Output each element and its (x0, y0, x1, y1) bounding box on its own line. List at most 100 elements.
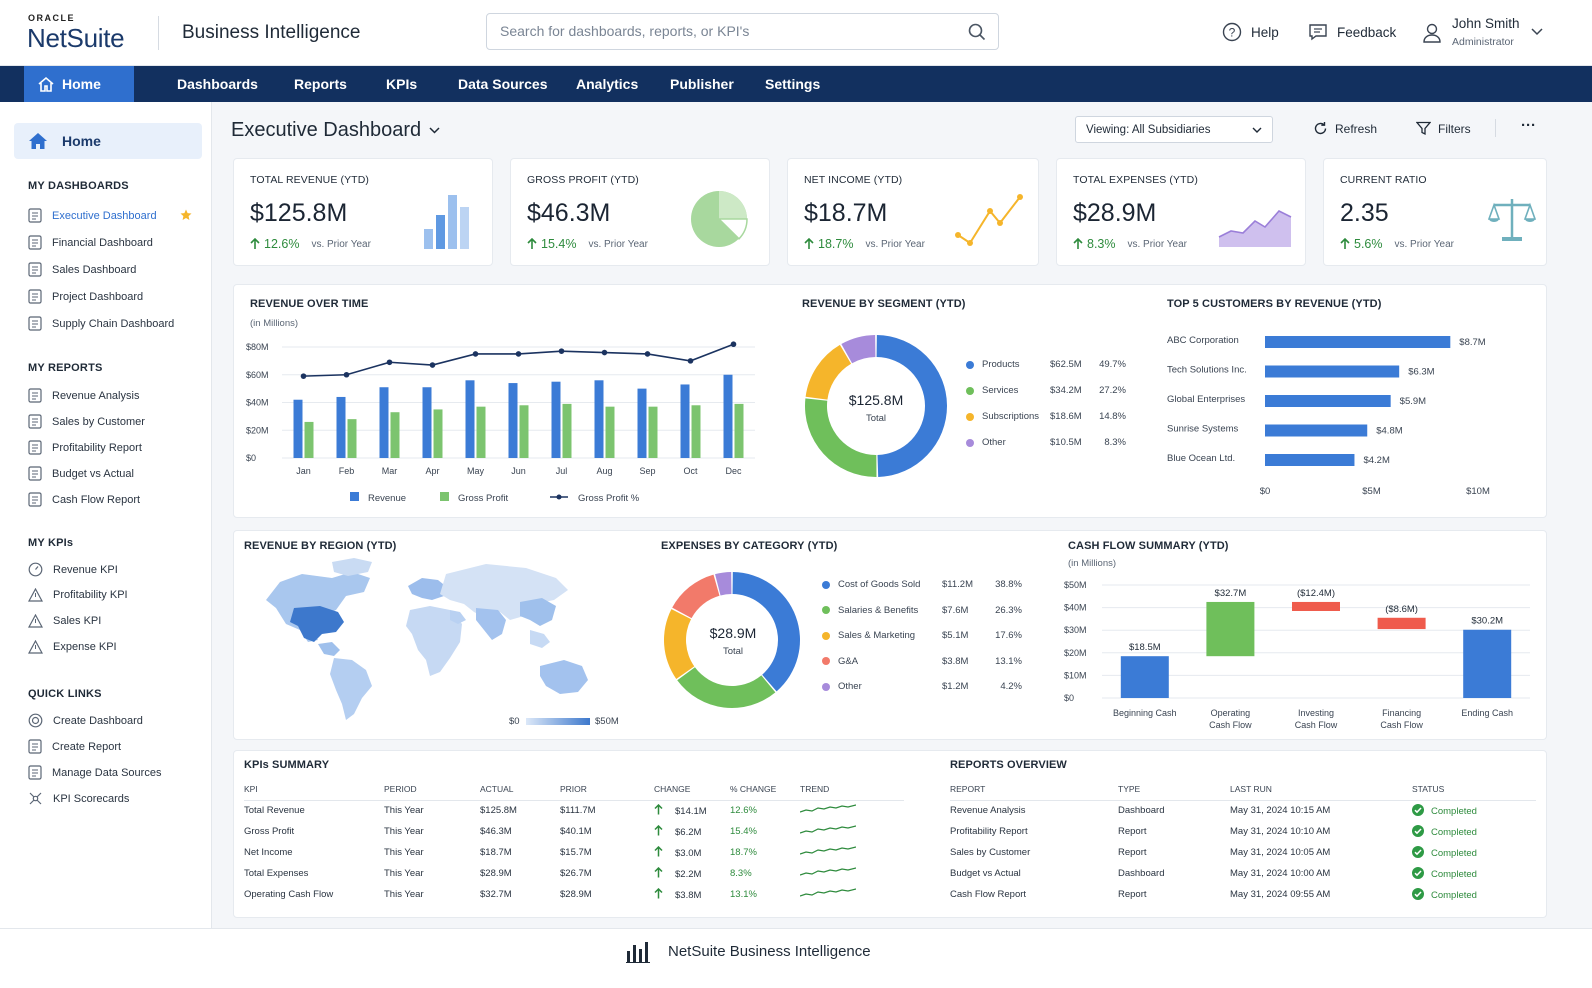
star-icon[interactable] (180, 209, 192, 221)
column-header[interactable]: % CHANGE (730, 778, 800, 801)
gross-profit-pct-point[interactable] (515, 351, 522, 357)
gross-profit-pct-point[interactable] (472, 351, 479, 357)
donut-slice[interactable] (715, 572, 732, 596)
donut-slice[interactable] (805, 344, 852, 400)
gross-profit-bar[interactable] (734, 403, 744, 458)
customer-bar[interactable] (1265, 365, 1400, 378)
table-row[interactable]: Net Income This Year $18.7M $15.7M $3.0M 18.7… (244, 842, 904, 863)
kpi-card-total-revenue[interactable]: TOTAL REVENUE (YTD) $125.8M 12.6% vs. Pri… (233, 158, 493, 266)
more-options-button[interactable]: ··· (1521, 117, 1536, 134)
column-header[interactable]: LAST RUN (1230, 778, 1412, 801)
gross-profit-pct-point[interactable] (687, 358, 694, 364)
gross-profit-bar[interactable] (476, 406, 486, 458)
revenue-bar[interactable] (508, 383, 518, 458)
column-header[interactable]: STATUS (1412, 778, 1536, 801)
legend-row[interactable]: G&A $3.8M 13.1% (822, 656, 1022, 667)
report-link[interactable]: Revenue Analysis (950, 805, 1026, 817)
sidebar-item-profitability-report[interactable]: Profitability Report (28, 440, 142, 455)
gross-profit-pct-point[interactable] (343, 371, 350, 378)
refresh-button[interactable]: Refresh (1313, 121, 1377, 136)
search-input[interactable] (500, 23, 940, 39)
revenue-bar[interactable] (723, 374, 733, 458)
subsidiary-select[interactable]: Viewing: All Subsidiaries (1075, 116, 1273, 143)
donut-slice[interactable] (841, 335, 876, 364)
nav-home[interactable]: Home (24, 66, 134, 102)
sidebar-item-create-dashboard[interactable]: Create Dashboard (28, 713, 143, 728)
revenue-bar[interactable] (336, 396, 346, 458)
table-row[interactable]: Cash Flow Report Report May 31, 2024 09:55… (950, 884, 1536, 905)
donut-slice[interactable] (672, 574, 720, 619)
kpi-card-net-income[interactable]: NET INCOME (YTD) $18.7M 18.7% vs. Prior Y… (787, 158, 1039, 266)
donut-slice[interactable] (876, 335, 948, 477)
donut-slice[interactable] (677, 667, 776, 708)
revenue-bar[interactable] (594, 380, 604, 458)
table-row[interactable]: Gross Profit This Year $46.3M $40.1M $6.2M 15… (244, 821, 904, 842)
waterfall-bar[interactable] (1292, 601, 1340, 611)
legend-row[interactable]: Subscriptions $18.6M 14.8% (966, 411, 1126, 422)
sidebar-item-revenue-analysis[interactable]: Revenue Analysis (28, 388, 139, 403)
sidebar-item-profitability-kpi[interactable]: Profitability KPI (28, 588, 128, 602)
revenue-bar[interactable] (379, 387, 389, 458)
revenue-bar[interactable] (293, 399, 303, 458)
gross-profit-bar[interactable] (304, 421, 314, 458)
customer-bar[interactable] (1265, 424, 1368, 437)
kpi-card-total-expenses[interactable]: TOTAL EXPENSES (YTD) $28.9M 8.3% vs. Prio… (1056, 158, 1306, 266)
report-link[interactable]: Profitability Report (950, 826, 1028, 837)
gross-profit-bar[interactable] (433, 409, 443, 458)
search-box[interactable] (486, 13, 999, 50)
legend-row[interactable]: Salaries & Benefits $7.6M 26.3% (822, 605, 1022, 616)
table-row[interactable]: Profitability Report Report May 31, 2024 1… (950, 821, 1536, 842)
sidebar-item-sales-kpi[interactable]: Sales KPI (28, 614, 101, 628)
kpi-card-gross-profit[interactable]: GROSS PROFIT (YTD) $46.3M 15.4% vs. Prior… (510, 158, 770, 266)
revenue-bar[interactable] (680, 384, 690, 458)
gross-profit-bar[interactable] (562, 403, 572, 458)
revenue-bar[interactable] (637, 388, 647, 458)
gross-profit-bar[interactable] (390, 412, 400, 458)
help-button[interactable]: ? Help (1222, 22, 1279, 42)
gross-profit-bar[interactable] (691, 405, 701, 458)
sidebar-item-manage-data-sources[interactable]: Manage Data Sources (28, 765, 161, 780)
report-link[interactable]: Sales by Customer (950, 847, 1031, 858)
donut-slice[interactable] (664, 609, 695, 679)
gross-profit-bar[interactable] (648, 406, 658, 458)
sidebar-item-sales-dashboard[interactable]: Sales Dashboard (28, 262, 136, 277)
revenue-bar[interactable] (551, 381, 561, 458)
column-header[interactable]: TYPE (1118, 778, 1230, 801)
page-title[interactable]: Executive Dashboard (231, 119, 440, 142)
search-icon[interactable] (968, 23, 986, 46)
table-row[interactable]: Operating Cash Flow This Year $32.7M $28.9M… (244, 884, 904, 905)
nav-data-sources[interactable]: Data Sources (458, 76, 548, 92)
gross-profit-pct-point[interactable] (429, 362, 436, 368)
gross-profit-pct-point[interactable] (644, 351, 651, 357)
nav-analytics[interactable]: Analytics (576, 76, 639, 92)
nav-settings[interactable]: Settings (765, 76, 821, 92)
donut-slice[interactable] (732, 572, 800, 692)
column-header[interactable]: TREND (800, 778, 904, 801)
waterfall-bar[interactable] (1206, 601, 1255, 657)
sidebar-item-kpi-scorecards[interactable]: KPI Scorecards (28, 791, 129, 806)
table-row[interactable]: Sales by Customer Report May 31, 2024 10:0… (950, 842, 1536, 863)
sidebar-item-project-dashboard[interactable]: Project Dashboard (28, 289, 143, 304)
revenue-bar[interactable] (422, 387, 432, 458)
customer-bar[interactable] (1265, 336, 1451, 348)
gross-profit-pct-point[interactable] (558, 348, 565, 354)
legend-row[interactable]: Other $10.5M 8.3% (966, 437, 1126, 448)
waterfall-bar[interactable] (1463, 629, 1512, 698)
column-header[interactable]: PERIOD (384, 778, 480, 801)
nav-publisher[interactable]: Publisher (670, 76, 734, 92)
waterfall-bar[interactable] (1377, 617, 1426, 630)
sidebar-item-create-report[interactable]: Create Report (28, 739, 121, 754)
customer-bar[interactable] (1265, 454, 1355, 466)
report-link[interactable]: Budget vs Actual (950, 868, 1021, 879)
legend-row[interactable]: Cost of Goods Sold $11.2M 38.8% (822, 579, 1022, 590)
table-row[interactable]: Total Expenses This Year $28.9M $26.7M $2.2M… (244, 863, 904, 884)
sidebar-item-revenue-kpi[interactable]: Revenue KPI (28, 562, 118, 577)
table-row[interactable]: Total Revenue This Year $125.8M $111.7M $14.… (244, 800, 904, 821)
sidebar-item-budget-vs-actual[interactable]: Budget vs Actual (28, 466, 134, 481)
sidebar-home[interactable]: Home (14, 123, 202, 159)
gross-profit-bar[interactable] (605, 406, 615, 458)
user-avatar-icon[interactable] (1422, 22, 1442, 44)
gross-profit-pct-point[interactable] (730, 341, 737, 348)
customer-bar[interactable] (1265, 395, 1391, 407)
donut-slice[interactable] (805, 398, 877, 477)
